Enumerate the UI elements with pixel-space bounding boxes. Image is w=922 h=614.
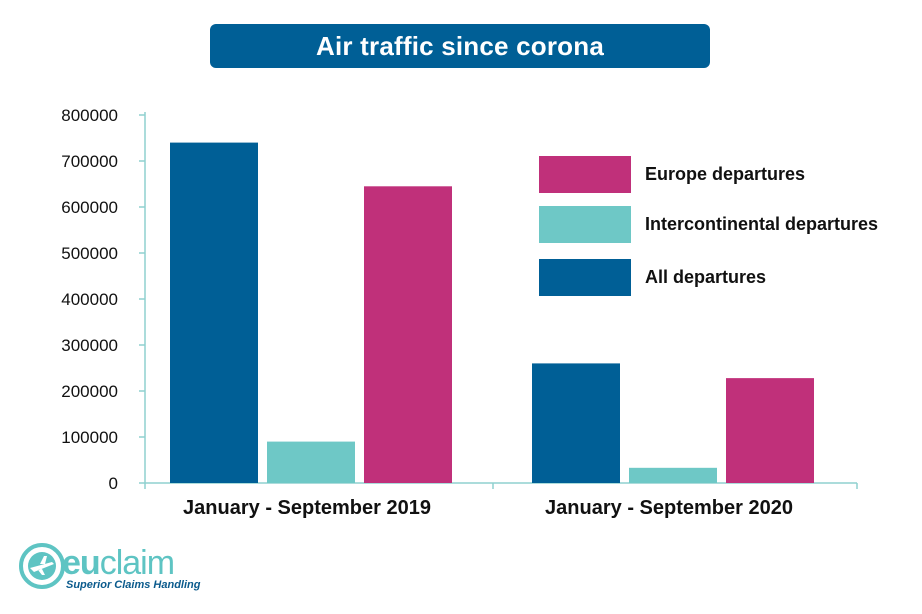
logo-tagline: Superior Claims Handling <box>66 579 201 591</box>
y-tick-label: 800000 <box>61 106 118 125</box>
legend-swatch <box>539 156 631 193</box>
logo-wordmark: euclaim <box>62 544 175 583</box>
logo-claim: claim <box>99 544 175 582</box>
y-tick-label: 400000 <box>61 290 118 309</box>
y-tick-label: 500000 <box>61 244 118 263</box>
bar-intercontinental-departures <box>267 441 355 483</box>
chart-title-banner: Air traffic since corona <box>210 24 710 68</box>
legend-swatch <box>539 206 631 243</box>
y-tick-label: 0 <box>109 474 118 493</box>
legend-label: Intercontinental departures <box>645 214 878 234</box>
y-tick-label: 700000 <box>61 152 118 171</box>
y-tick-label: 300000 <box>61 336 118 355</box>
y-tick-label: 100000 <box>61 428 118 447</box>
bar-chart: 0 100000 200000 300000 400000 500000 600000 700… <box>61 106 878 519</box>
bar-all-departures <box>170 142 258 483</box>
logo-eu: eu <box>62 544 101 582</box>
bar-intercontinental-departures <box>629 467 717 483</box>
bar-all-departures <box>532 363 620 483</box>
legend-swatch <box>539 259 631 296</box>
legend-label: All departures <box>645 267 766 287</box>
bar-europe-departures <box>364 186 452 484</box>
bar-europe-departures <box>726 378 814 483</box>
x-category-label: January - September 2019 <box>183 497 431 519</box>
legend-label: Europe departures <box>645 164 805 184</box>
chart-title: Air traffic since corona <box>316 30 604 61</box>
y-tick-label: 200000 <box>61 382 118 401</box>
euclaim-logo: euclaim Superior Claims Handling <box>18 542 208 602</box>
x-category-label: January - September 2020 <box>545 497 793 519</box>
y-tick-label: 600000 <box>61 198 118 217</box>
airplane-icon <box>19 543 65 589</box>
